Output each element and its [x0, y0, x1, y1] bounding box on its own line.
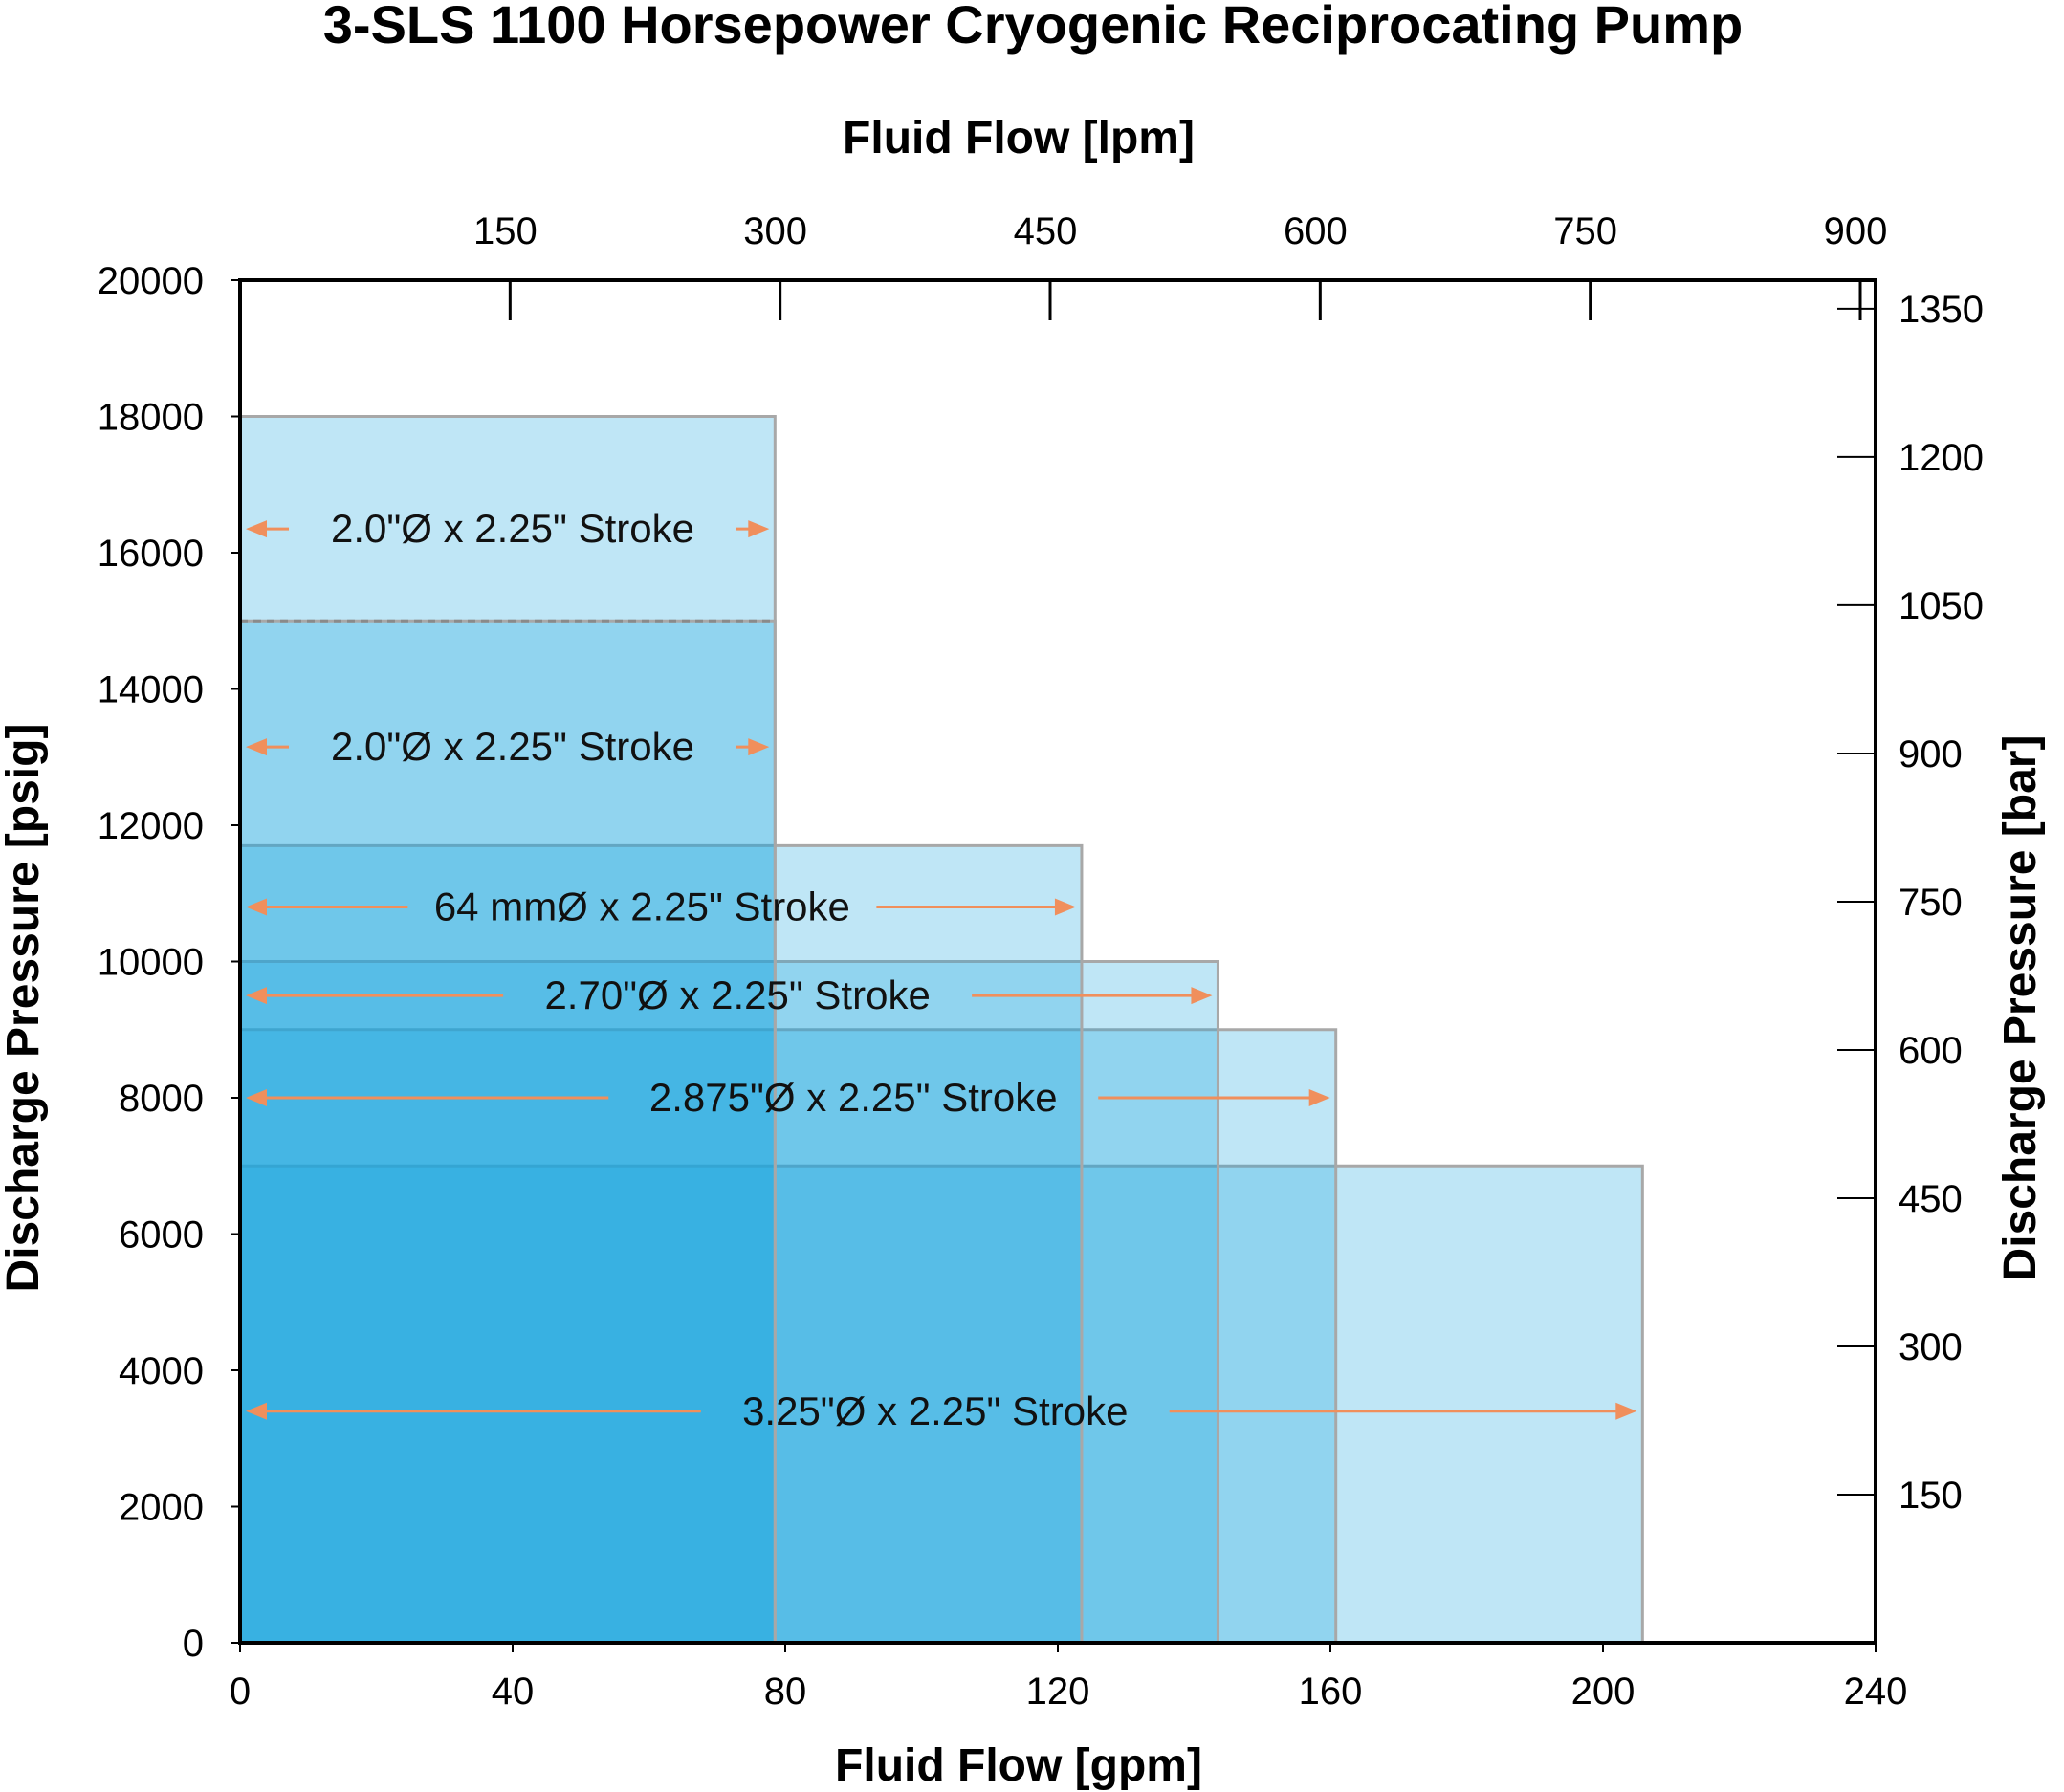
y2-tick-label: 450	[1899, 1178, 1963, 1220]
x-tick-label: 160	[1299, 1671, 1363, 1713]
region-rect	[238, 960, 1219, 1645]
y2-axis-title: Discharge Pressure [bar]	[1995, 735, 2046, 1281]
x-axis-title: Fluid Flow [gpm]	[835, 1740, 1202, 1791]
y-tick-label: 16000	[98, 533, 204, 575]
arrowhead-right	[748, 520, 770, 538]
region-rect	[238, 619, 777, 1645]
axis-ticks: 0 40 80 120 160 200 240 150 300 450 600 750 900 0 2000…	[98, 210, 1984, 1713]
x-tick-label: 200	[1571, 1671, 1636, 1713]
x-tick-label: 120	[1026, 1671, 1090, 1713]
y-tick-label: 6000	[119, 1214, 204, 1257]
x2-tick-label: 600	[1284, 210, 1348, 252]
region-rect	[238, 843, 1084, 1645]
region-arrows	[240, 520, 1637, 1420]
y-axis-title: Discharge Pressure [psig]	[0, 724, 49, 1293]
x-tick-label: 240	[1844, 1671, 1908, 1713]
y-tick-label: 10000	[98, 942, 204, 984]
y-tick-label: 8000	[119, 1078, 204, 1120]
y2-tick-label: 1200	[1899, 437, 1984, 479]
y-tick-label: 0	[183, 1623, 204, 1665]
y-tick-label: 14000	[98, 669, 204, 711]
y2-tick-label: 900	[1899, 733, 1963, 776]
y2-tick-label: 750	[1899, 882, 1963, 924]
y-tick-label: 12000	[98, 805, 204, 847]
arrowhead-left	[246, 898, 267, 916]
arrowhead-right	[1191, 987, 1213, 1005]
region-label: 2.0"Ø x 2.25" Stroke	[331, 724, 694, 769]
y-tick-label: 18000	[98, 397, 204, 439]
chart-title: 3-SLS 1100 Horsepower Cryogenic Reciproc…	[323, 0, 1743, 55]
x-tick-label: 0	[230, 1671, 251, 1713]
x-tick-label: 40	[492, 1671, 535, 1713]
y-tick-label: 4000	[119, 1350, 204, 1392]
region-label: 3.25"Ø x 2.25" Stroke	[742, 1388, 1128, 1433]
x2-tick-label: 450	[1014, 210, 1078, 252]
region-label: 2.0"Ø x 2.25" Stroke	[331, 506, 694, 551]
y-tick-label: 20000	[98, 260, 204, 302]
region-labels: 2.0"Ø x 2.25" Stroke 2.0"Ø x 2.25" Stroke…	[331, 506, 1128, 1433]
arrowhead-left	[246, 520, 267, 538]
arrowhead-left	[246, 738, 267, 756]
arrowhead-left	[246, 987, 267, 1005]
y2-tick-label: 1050	[1899, 585, 1984, 627]
arrowhead-right	[748, 738, 770, 756]
y2-tick-label: 600	[1899, 1030, 1963, 1072]
region-label: 2.875"Ø x 2.25" Stroke	[649, 1075, 1058, 1120]
arrowhead-right	[1615, 1402, 1637, 1420]
y-tick-label: 2000	[119, 1487, 204, 1529]
pump-regions	[238, 415, 1644, 1645]
arrowhead-right	[1054, 898, 1076, 916]
arrowhead-right	[1308, 1089, 1330, 1106]
x2-tick-label: 900	[1824, 210, 1888, 252]
x-tick-label: 80	[764, 1671, 807, 1713]
region-rect	[238, 1164, 1644, 1645]
x2-tick-label: 300	[743, 210, 807, 252]
arrowhead-left	[246, 1089, 267, 1106]
y2-tick-label: 150	[1899, 1475, 1963, 1517]
region-rect	[238, 1028, 1338, 1645]
region-label: 2.70"Ø x 2.25" Stroke	[544, 972, 930, 1017]
x2-tick-label: 150	[473, 210, 538, 252]
y2-tick-label: 300	[1899, 1326, 1963, 1368]
y2-tick-label: 1350	[1899, 289, 1984, 331]
x2-tick-label: 750	[1553, 210, 1617, 252]
region-label: 64 mmØ x 2.25" Stroke	[434, 885, 850, 929]
x2-axis-title: Fluid Flow [lpm]	[843, 113, 1195, 164]
arrowhead-left	[246, 1402, 267, 1420]
